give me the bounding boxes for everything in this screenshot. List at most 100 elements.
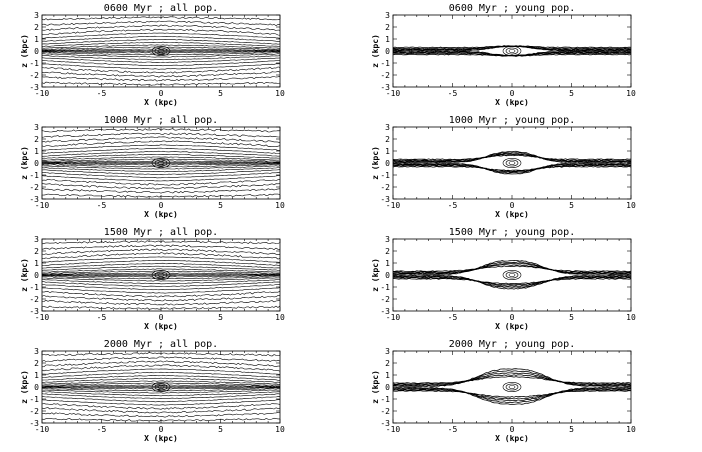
x-tick-label: 5 (218, 425, 223, 434)
y-tick-label: 2 (385, 23, 390, 32)
contour-lower-7 (42, 399, 280, 406)
x-tick-label: -5 (448, 201, 458, 210)
x-tick-label: -5 (97, 313, 107, 322)
y-tick-label: -2 (380, 295, 390, 304)
y-axis-label: z (kpc) (20, 258, 29, 292)
contour-lower-2 (42, 52, 280, 56)
core-contour (502, 381, 522, 392)
contour-upper-4 (393, 376, 631, 384)
panel-all-1000: 1000 Myr ; all pop.-10 -5 0 5 10X (kpc)3210-… (20, 115, 285, 219)
contour-upper-6 (42, 371, 280, 378)
x-tick-label: 0 (510, 313, 515, 322)
panel-title: 1500 Myr ; all pop. (104, 227, 218, 238)
panel-title: 1000 Myr ; young pop. (449, 115, 575, 126)
y-tick-label: 3 (385, 123, 390, 132)
y-tick-label: 0 (385, 271, 390, 280)
contour-upper-4 (42, 377, 280, 383)
core-contour (505, 159, 519, 167)
x-tick-label: 5 (569, 313, 574, 322)
contour-upper-3 (42, 156, 280, 161)
y-tick-label: 3 (34, 11, 39, 20)
contour-upper-5 (42, 374, 280, 381)
contour-upper-7 (42, 144, 280, 151)
core-contour (502, 158, 522, 169)
y-tick-label: -2 (380, 407, 390, 416)
x-tick-label: 10 (275, 425, 285, 434)
contour-upper-0 (42, 161, 280, 164)
y-tick-label: -2 (29, 183, 39, 192)
contour-lower-4 (393, 165, 631, 172)
x-tick-label: 5 (569, 425, 574, 434)
y-axis-label: z (kpc) (371, 34, 380, 68)
contour-upper-3 (393, 153, 631, 162)
contour-lower-2 (42, 388, 280, 392)
y-tick-label: -3 (29, 195, 39, 204)
contour-upper-2 (42, 382, 280, 386)
y-tick-label: 0 (385, 47, 390, 56)
contour-lower-0 (42, 274, 280, 277)
contour-upper-0 (42, 49, 280, 52)
contour-upper-9 (42, 248, 280, 256)
x-tick-label: -10 (35, 201, 50, 210)
contour-lower-6 (42, 284, 280, 291)
x-tick-label: 5 (218, 201, 223, 210)
contour-lines (393, 150, 631, 175)
y-tick-label: 2 (385, 247, 390, 256)
contour-lower-4 (42, 391, 280, 397)
contour-upper-10 (42, 20, 280, 26)
contour-lines (42, 240, 280, 310)
contour-lines (42, 352, 280, 422)
contour-lines (393, 259, 631, 290)
contour-lower-10 (42, 188, 280, 194)
contour-lower-3 (42, 389, 280, 394)
x-tick-label: -10 (386, 201, 401, 210)
core-contour (151, 269, 171, 280)
y-tick-label: 1 (34, 35, 39, 44)
x-axis-label: X (kpc) (144, 434, 178, 443)
y-tick-label: -1 (380, 395, 390, 404)
contour-lower-7 (42, 63, 280, 70)
contour-lower-10 (42, 412, 280, 418)
contour-upper-2 (42, 270, 280, 274)
y-tick-label: -2 (29, 295, 39, 304)
core-contour (508, 273, 516, 277)
contour-lines (393, 368, 631, 405)
contour-upper-3 (393, 374, 631, 385)
x-tick-label: 0 (159, 425, 164, 434)
contour-upper-1 (393, 261, 631, 275)
x-tick-label: -5 (448, 425, 458, 434)
x-tick-label: -10 (386, 425, 401, 434)
contour-upper-7 (42, 32, 280, 39)
contour-lower-0 (42, 162, 280, 165)
contour-lower-8 (42, 66, 280, 74)
contour-lower-4 (42, 167, 280, 173)
core-contour (157, 161, 165, 165)
panel-all-2000: 2000 Myr ; all pop.-10 -5 0 5 10X (kpc)3210-… (20, 339, 285, 443)
x-tick-label: 10 (275, 89, 285, 98)
contour-lower-6 (42, 396, 280, 403)
contour-upper-8 (42, 364, 280, 372)
x-tick-label: -5 (97, 89, 107, 98)
x-tick-label: -5 (448, 313, 458, 322)
contour-upper-0 (393, 259, 631, 276)
y-tick-label: -1 (380, 171, 390, 180)
contour-lower-10 (42, 299, 280, 306)
contour-lower-10 (42, 76, 280, 82)
y-tick-label: 3 (385, 235, 390, 244)
contour-lower-0 (42, 50, 280, 53)
x-axis-label: X (kpc) (144, 210, 178, 219)
contour-upper-2 (393, 372, 631, 386)
y-tick-label: 0 (34, 159, 39, 168)
contour-lower-1 (393, 387, 631, 404)
contour-lower-3 (42, 277, 280, 282)
contour-upper-8 (42, 140, 280, 148)
x-tick-label: 10 (626, 89, 636, 98)
panel-all-1500: 1500 Myr ; all pop.-10 -5 0 5 10X (kpc)3210-… (20, 227, 285, 331)
contour-upper-7 (42, 368, 280, 375)
core-contour (508, 161, 516, 165)
contour-lines (42, 16, 280, 86)
x-tick-label: -10 (35, 313, 50, 322)
x-tick-label: 5 (218, 313, 223, 322)
core-contour (157, 273, 165, 277)
contour-upper-2 (42, 158, 280, 162)
